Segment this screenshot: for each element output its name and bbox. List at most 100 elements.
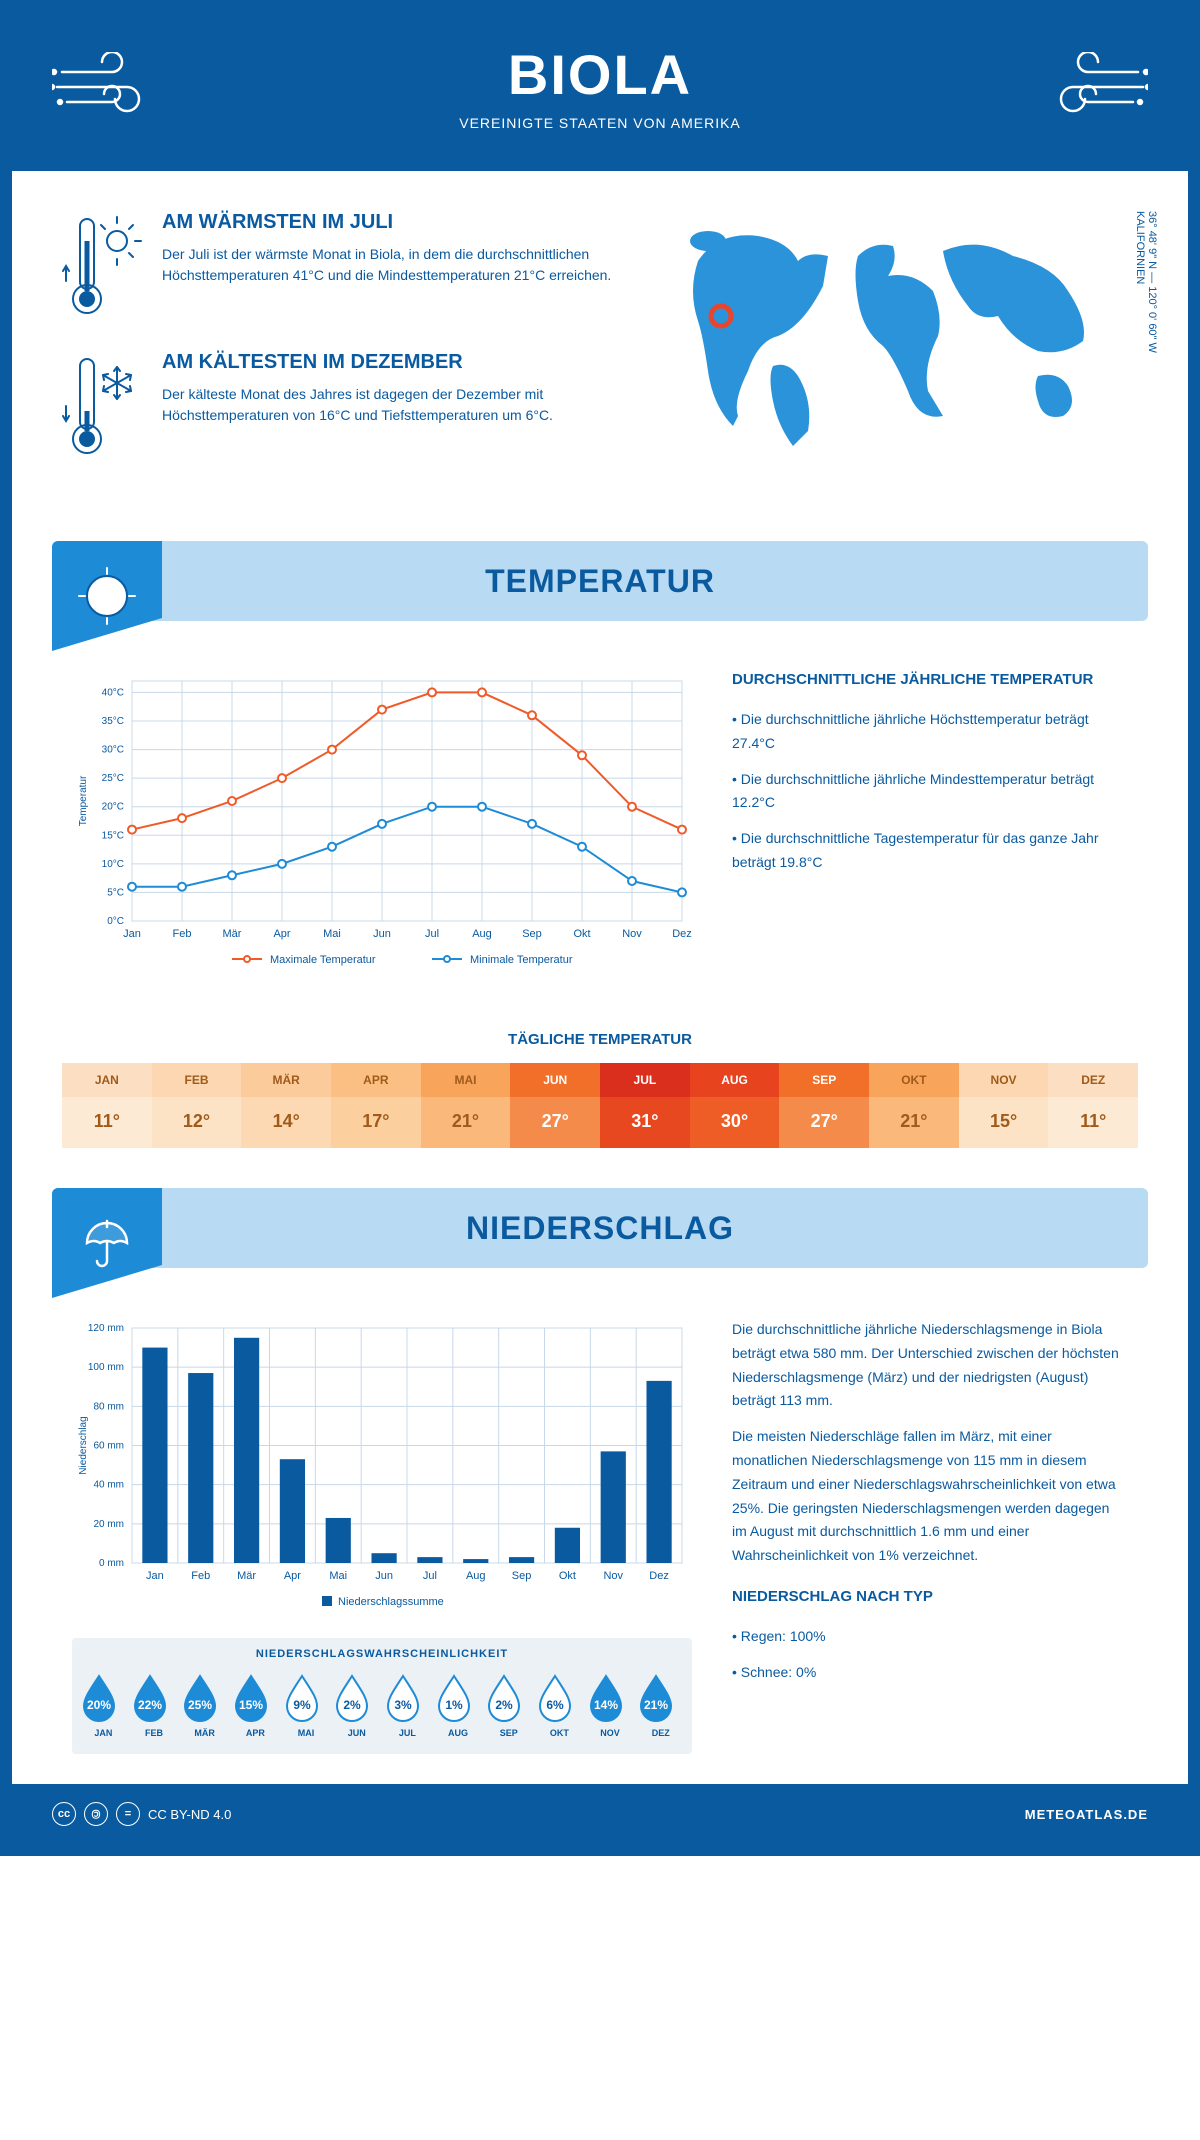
svg-text:60 mm: 60 mm [93,1441,124,1452]
raindrop-cell: 15%APR [230,1672,281,1738]
heat-cell: APR17° [331,1063,421,1148]
svg-text:Jun: Jun [373,928,391,940]
thermometer-cold-icon [62,351,142,461]
svg-text:2%: 2% [496,1698,514,1712]
precip-type-bullet: • Regen: 100% [732,1625,1128,1649]
svg-text:15%: 15% [239,1698,263,1712]
license-text: CC BY-ND 4.0 [148,1807,231,1822]
section-header-temperature: TEMPERATUR [52,541,1148,621]
heat-cell: AUG30° [690,1063,780,1148]
svg-text:Okt: Okt [573,928,590,940]
coldest-text: Der kälteste Monat des Jahres ist dagege… [162,384,618,426]
svg-text:30°C: 30°C [102,745,124,756]
svg-text:Mai: Mai [323,928,341,940]
header: BIOLA VEREINIGTE STAATEN VON AMERIKA [12,12,1188,171]
svg-text:Nov: Nov [603,1570,623,1582]
svg-text:Okt: Okt [559,1570,576,1582]
brand: METEOATLAS.DE [1025,1807,1148,1822]
thermometer-hot-icon [62,211,142,321]
svg-text:Feb: Feb [173,928,192,940]
heat-cell: NOV15° [959,1063,1049,1148]
heat-cell: MAI21° [421,1063,511,1148]
svg-text:20 mm: 20 mm [93,1519,124,1530]
raindrop-cell: 2%SEP [483,1672,534,1738]
svg-text:9%: 9% [293,1698,311,1712]
svg-text:100 mm: 100 mm [88,1362,124,1373]
precipitation-probability-box: NIEDERSCHLAGSWAHRSCHEINLICHKEIT 20%JAN22… [72,1638,692,1754]
section-title: NIEDERSCHLAG [466,1210,734,1247]
warmest-heading: AM WÄRMSTEN IM JULI [162,211,618,234]
svg-text:Temperatur: Temperatur [78,775,89,826]
coldest-heading: AM KÄLTESTEN IM DEZEMBER [162,351,618,374]
precip-type-heading: NIEDERSCHLAG NACH TYP [732,1588,1128,1605]
svg-text:Minimale Temperatur: Minimale Temperatur [470,954,573,966]
svg-text:Nov: Nov [622,928,642,940]
precipitation-chart-row: 0 mm20 mm40 mm60 mm80 mm100 mm120 mmNied… [12,1298,1188,1784]
nd-icon: = [116,1802,140,1826]
page-title: BIOLA [32,42,1168,107]
heat-cell: DEZ11° [1048,1063,1138,1148]
temperature-line-chart: 0°C5°C10°C15°C20°C25°C30°C35°C40°CJanFeb… [72,671,692,981]
svg-text:14%: 14% [594,1698,618,1712]
svg-text:Sep: Sep [512,1570,532,1582]
svg-text:Aug: Aug [466,1570,486,1582]
svg-text:Mär: Mär [237,1570,256,1582]
world-map: 36° 48' 9" N — 120° 0' 60" WKALIFORNIEN [658,211,1138,491]
svg-text:1%: 1% [445,1698,463,1712]
precip-type-bullet: • Schnee: 0% [732,1661,1128,1685]
raindrop-cell: 21%DEZ [635,1672,686,1738]
svg-text:Dez: Dez [649,1570,669,1582]
svg-text:Apr: Apr [284,1570,301,1582]
svg-text:40°C: 40°C [102,687,124,698]
svg-text:80 mm: 80 mm [93,1401,124,1412]
svg-text:Jul: Jul [423,1570,437,1582]
svg-text:Jan: Jan [146,1570,164,1582]
raindrop-cell: 22%FEB [129,1672,180,1738]
svg-text:Jul: Jul [425,928,439,940]
heat-cell: JAN11° [62,1063,152,1148]
svg-text:5°C: 5°C [107,887,124,898]
heat-cell: JUN27° [510,1063,600,1148]
license: cc 🄯 = CC BY-ND 4.0 [52,1802,231,1826]
svg-text:Apr: Apr [273,928,290,940]
svg-text:Dez: Dez [672,928,692,940]
svg-text:Sep: Sep [522,928,542,940]
svg-text:Jun: Jun [375,1570,393,1582]
sun-icon [52,541,162,651]
page-subtitle: VEREINIGTE STAATEN VON AMERIKA [32,115,1168,131]
raindrop-cell: 9%MAI [281,1672,332,1738]
raindrop-cell: 6%OKT [534,1672,585,1738]
raindrop-cell: 3%JUL [382,1672,433,1738]
precipitation-notes: Die durchschnittliche jährliche Niedersc… [732,1318,1128,1754]
svg-text:15°C: 15°C [102,830,124,841]
temp-note-bullet: • Die durchschnittliche jährliche Höchst… [732,708,1128,756]
coordinates: 36° 48' 9" N — 120° 0' 60" WKALIFORNIEN [1134,211,1158,353]
precip-paragraph: Die durchschnittliche jährliche Niedersc… [732,1318,1128,1413]
heat-cell: FEB12° [152,1063,242,1148]
svg-text:10°C: 10°C [102,859,124,870]
svg-text:25°C: 25°C [102,773,124,784]
warmest-block: AM WÄRMSTEN IM JULI Der Juli ist der wär… [62,211,618,321]
svg-text:25%: 25% [188,1698,212,1712]
heat-cell: MÄR14° [241,1063,331,1148]
svg-text:0°C: 0°C [107,916,124,927]
svg-text:Niederschlag: Niederschlag [78,1416,89,1474]
raindrop-cell: 2%JUN [331,1672,382,1738]
heat-cell: JUL31° [600,1063,690,1148]
coldest-block: AM KÄLTESTEN IM DEZEMBER Der kälteste Mo… [62,351,618,461]
cc-icon: cc [52,1802,76,1826]
section-header-precipitation: NIEDERSCHLAG [52,1188,1148,1268]
svg-text:Mai: Mai [329,1570,347,1582]
by-icon: 🄯 [84,1802,108,1826]
daily-temp-heatstrip: JAN11°FEB12°MÄR14°APR17°MAI21°JUN27°JUL3… [62,1063,1138,1148]
svg-text:20%: 20% [87,1698,111,1712]
wind-icon [52,52,172,122]
svg-text:Niederschlagssumme: Niederschlagssumme [338,1596,444,1608]
info-row: AM WÄRMSTEN IM JULI Der Juli ist der wär… [12,171,1188,531]
umbrella-icon [52,1188,162,1298]
section-title: TEMPERATUR [485,563,715,600]
temperature-notes: DURCHSCHNITTLICHE JÄHRLICHE TEMPERATUR •… [732,671,1128,981]
warmest-text: Der Juli ist der wärmste Monat in Biola,… [162,244,618,286]
svg-text:6%: 6% [546,1698,564,1712]
svg-text:0 mm: 0 mm [99,1558,124,1569]
